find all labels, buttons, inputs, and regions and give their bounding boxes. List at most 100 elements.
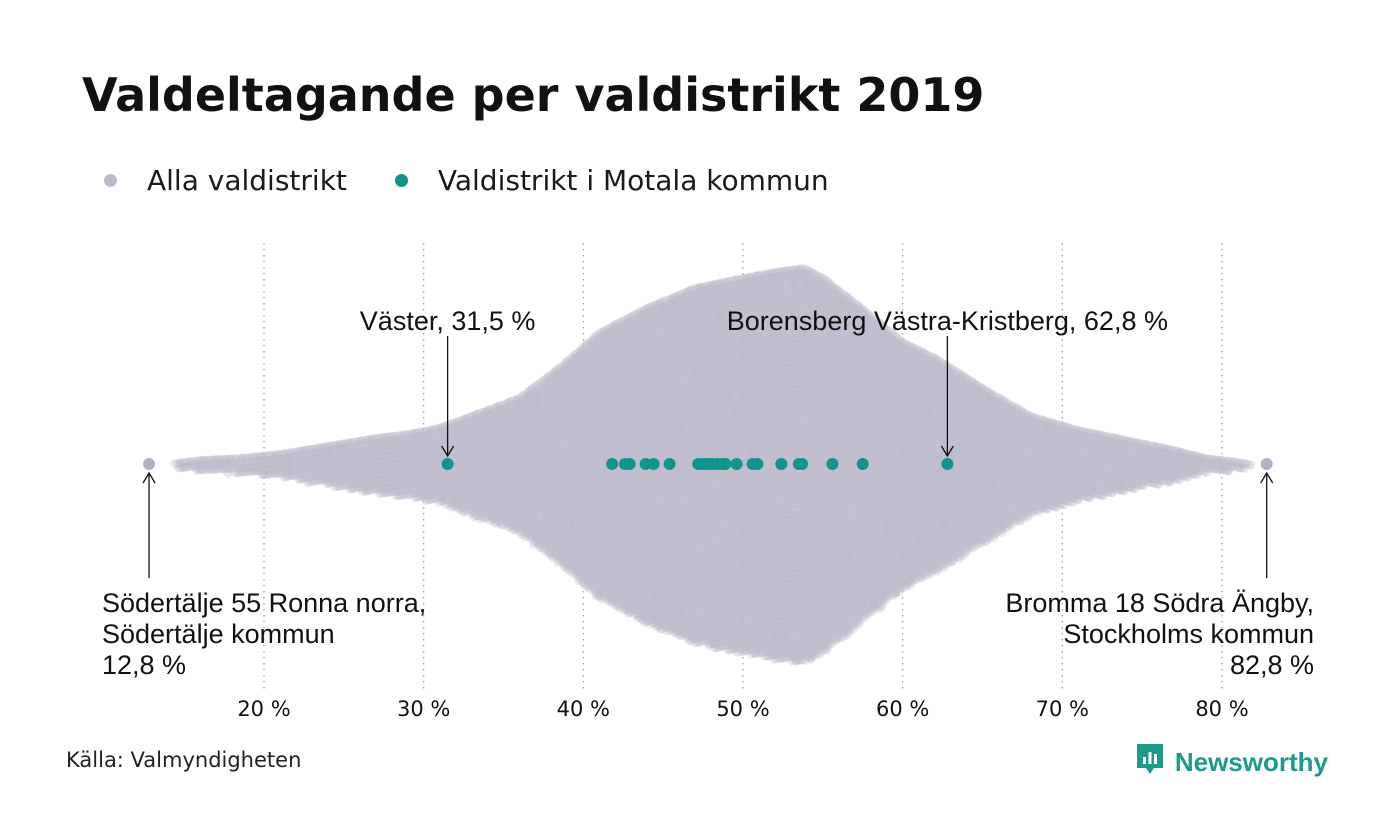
district-point <box>191 456 202 466</box>
district-point <box>260 451 271 461</box>
district-point <box>218 454 229 465</box>
district-point <box>208 464 218 474</box>
district-point <box>177 458 188 468</box>
district-point <box>230 458 240 469</box>
district-point <box>275 454 286 464</box>
district-point <box>178 462 188 473</box>
district-point <box>204 460 214 470</box>
district-point <box>238 453 249 463</box>
district-point <box>230 463 240 473</box>
district-point <box>234 467 244 478</box>
district-point <box>232 458 242 468</box>
district-point <box>237 453 247 464</box>
district-point <box>216 459 226 469</box>
district-point <box>221 454 232 464</box>
district-point <box>270 455 280 465</box>
legend: Alla valdistrikt Valdistrikt i Motala ko… <box>104 160 877 200</box>
district-point <box>208 459 218 470</box>
district-point <box>198 460 208 470</box>
district-point <box>274 468 284 478</box>
district-point <box>237 453 247 463</box>
district-point <box>187 456 197 467</box>
district-point <box>224 454 235 464</box>
district-point <box>223 468 233 478</box>
district-point <box>175 458 185 468</box>
district-point <box>238 467 248 477</box>
district-point <box>244 466 254 477</box>
district-point <box>271 459 281 469</box>
legend-label-all: Alla valdistrikt <box>147 163 347 197</box>
district-point <box>229 463 239 473</box>
district-point <box>256 456 266 466</box>
district-point <box>257 470 267 480</box>
district-point <box>203 464 213 474</box>
district-point <box>198 455 209 465</box>
district-point <box>200 460 210 470</box>
district-point <box>252 461 262 471</box>
district-point <box>229 458 239 469</box>
district-point <box>247 457 257 467</box>
district-point <box>244 453 254 463</box>
district-point <box>213 455 223 465</box>
district-point <box>176 463 186 473</box>
district-point <box>250 466 260 476</box>
district-point <box>185 457 195 467</box>
district-point <box>208 455 218 465</box>
district-point <box>255 465 265 475</box>
district-point <box>236 463 247 473</box>
district-point <box>190 461 200 471</box>
district-point <box>269 469 279 479</box>
district-point <box>267 464 277 474</box>
district-point <box>270 459 280 469</box>
district-point <box>195 460 205 470</box>
district-point <box>183 457 193 467</box>
district-point <box>264 455 274 465</box>
district-point <box>264 451 274 461</box>
district-point <box>194 465 204 475</box>
district-point <box>183 457 194 467</box>
district-point <box>214 455 224 465</box>
district-point <box>273 468 283 478</box>
district-point <box>226 454 236 464</box>
district-point <box>198 455 208 466</box>
district-point <box>203 455 213 465</box>
district-point <box>241 458 251 468</box>
district-point <box>273 459 284 469</box>
district-point <box>225 463 236 473</box>
district-point <box>268 455 278 465</box>
district-point <box>265 460 276 470</box>
district-point <box>248 452 258 462</box>
district-point <box>271 464 281 474</box>
district-point <box>185 461 195 472</box>
district-point <box>263 469 273 479</box>
district-point <box>188 461 199 471</box>
district-point <box>254 452 264 462</box>
district-point <box>192 465 202 475</box>
district-point <box>224 463 234 473</box>
district-point <box>264 469 274 479</box>
district-point <box>215 464 225 474</box>
district-point <box>242 453 252 463</box>
gridlines <box>263 243 1223 690</box>
district-point <box>270 454 280 465</box>
district-point <box>244 462 254 472</box>
district-point <box>203 460 213 470</box>
district-point <box>234 463 244 473</box>
district-point <box>225 459 235 469</box>
district-point <box>210 459 220 470</box>
district-point <box>242 457 252 468</box>
district-point <box>257 451 267 462</box>
district-point <box>193 460 203 471</box>
district-point <box>196 465 207 475</box>
district-point <box>227 454 237 464</box>
district-point <box>263 451 273 461</box>
district-point <box>194 456 204 466</box>
district-point <box>175 458 186 468</box>
district-point <box>265 460 275 470</box>
district-point <box>170 459 180 469</box>
legend-label-motala: Valdistrikt i Motala kommun <box>437 163 829 197</box>
district-point <box>265 469 276 479</box>
district-point <box>180 457 190 468</box>
district-point <box>262 464 273 475</box>
legend-swatch-motala <box>394 173 408 187</box>
